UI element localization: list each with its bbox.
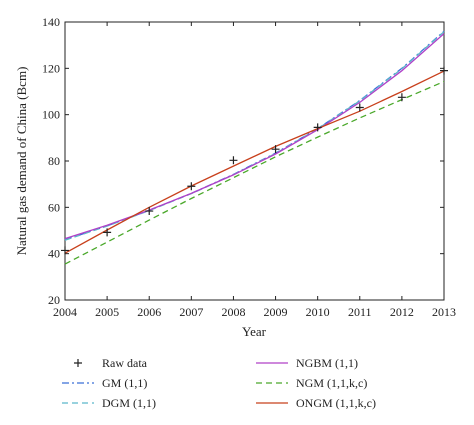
legend-label: DGM (1,1): [102, 396, 156, 410]
y-tick-label: 20: [48, 293, 60, 307]
series-layer: [61, 30, 448, 265]
x-tick-label: 2005: [95, 305, 119, 319]
x-tick-label: 2011: [348, 305, 372, 319]
legend-label: GM (1,1): [102, 376, 147, 390]
raw-data-point: [271, 145, 280, 154]
legend-item: DGM (1,1): [62, 396, 156, 410]
x-tick-label: 2012: [390, 305, 414, 319]
legend-item: NGBM (1,1): [256, 356, 358, 370]
raw-data-point: [313, 123, 322, 132]
x-tick-label: 2009: [264, 305, 288, 319]
raw-data-point: [397, 93, 406, 102]
y-tick-label: 100: [42, 108, 60, 122]
legend-label: NGBM (1,1): [296, 356, 358, 370]
x-tick-label: 2010: [306, 305, 330, 319]
series-line-ngbm-1-1: [64, 33, 445, 240]
legend-item: Raw data: [74, 356, 148, 370]
series-line-ongm-1-1-k-c: [64, 70, 445, 254]
series-line-dgm-1-1: [64, 31, 445, 241]
legend: Raw data GM (1,1) DGM (1,1) NGBM (1,1) NGM (…: [62, 356, 376, 410]
raw-data-point: [440, 66, 448, 75]
x-tick-label: 2006: [137, 305, 161, 319]
y-tick-label: 140: [42, 15, 60, 29]
raw-data-point: [355, 103, 364, 112]
legend-label: Raw data: [102, 356, 148, 370]
x-tick-label: 2008: [221, 305, 245, 319]
y-tick-label: 80: [48, 154, 60, 168]
raw-data-point: [229, 156, 238, 165]
tick-labels: 2004 2005 2006 2007 2008 2009 2010 2011 2012 2013…: [42, 15, 456, 319]
legend-label: NGM (1,1,k,c): [296, 376, 367, 390]
x-tick-label: 2004: [53, 305, 77, 319]
legend-item: GM (1,1): [62, 376, 147, 390]
raw-data-point: [187, 182, 196, 191]
x-axis-title: Year: [242, 324, 267, 339]
y-tick-label: 40: [48, 247, 60, 261]
raw-data-point: [61, 246, 69, 255]
legend-marker-plus: [74, 359, 82, 367]
x-tick-label: 2013: [432, 305, 456, 319]
y-tick-label: 120: [42, 61, 60, 75]
legend-item: ONGM (1,1,k,c): [256, 396, 376, 410]
legend-item: NGM (1,1,k,c): [256, 376, 367, 390]
raw-data-point: [103, 228, 112, 237]
series-line-ngm-1-1-k-c: [64, 80, 445, 265]
plot-axes: [64, 21, 445, 301]
y-axis-title: Natural gas demand of China (Bcm): [14, 67, 29, 256]
x-tick-label: 2007: [179, 305, 203, 319]
plot-frame: [64, 21, 445, 301]
legend-label: ONGM (1,1,k,c): [296, 396, 376, 410]
y-tick-label: 60: [48, 200, 60, 214]
raw-data-point: [145, 207, 154, 216]
series-line-gm-1-1: [64, 30, 445, 241]
